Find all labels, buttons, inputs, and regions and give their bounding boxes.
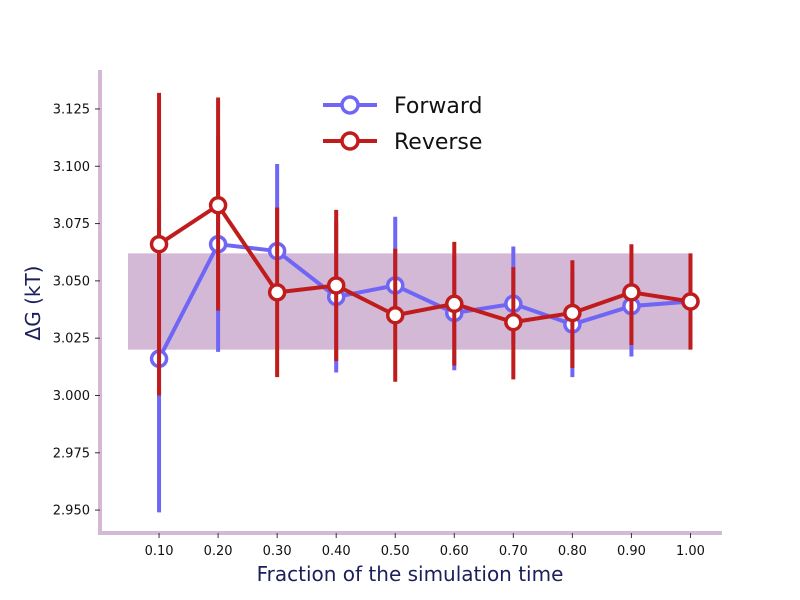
legend-marker-reverse [340,131,360,151]
y-tick-label: 3.000 [53,389,90,404]
y-tick-label: 2.975 [53,446,90,461]
x-tick-label: 1.00 [676,544,705,559]
data-point-reverse [267,283,287,302]
legend: Forward Reverse [323,94,482,155]
confidence-band [128,253,691,350]
data-point-reverse [208,195,228,215]
x-tick-label: 0.60 [440,544,469,559]
y-axis-ticks: 2.950 2.975 3.000 3.025 3.050 3.075 3.100 3.125 [53,102,100,519]
data-point-reverse [149,234,169,254]
x-axis-ticks: 0.10 0.20 0.30 0.40 0.50 0.60 0.70 0.80 0.90 1.00 [145,533,705,559]
legend-label-forward: Forward [394,94,482,119]
data-point-reverse [622,283,641,302]
data-point-reverse [326,276,346,295]
series-reverse [149,92,700,396]
series-line-reverse [157,203,691,325]
y-axis-label: ΔG (kT) [21,266,45,341]
confidence-band-layer [128,253,691,350]
x-tick-label: 0.90 [617,544,646,559]
x-tick-label: 0.80 [558,544,587,559]
x-tick-label: 0.20 [204,544,233,559]
legend-marker-forward [340,95,360,115]
data-point-reverse [385,306,405,325]
data-point-reverse [563,303,582,323]
data-point-reverse [681,292,700,311]
axes-spines [98,70,722,535]
x-tick-label: 0.30 [263,544,292,559]
data-point-reverse [504,312,523,332]
y-tick-label: 2.950 [53,504,90,519]
data-point-reverse [445,294,464,314]
legend-label-reverse: Reverse [394,130,482,155]
series-layer [149,92,700,513]
x-tick-label: 0.70 [499,544,528,559]
x-tick-label: 0.10 [145,544,174,559]
y-tick-label: 3.075 [53,217,90,232]
x-tick-label: 0.50 [381,544,410,559]
y-tick-label: 3.125 [53,102,90,117]
y-tick-label: 3.100 [53,160,90,175]
y-tick-label: 3.050 [53,274,90,289]
y-tick-label: 3.025 [53,332,90,347]
x-axis-label: Fraction of the simulation time [257,562,564,586]
x-tick-label: 0.40 [322,544,351,559]
